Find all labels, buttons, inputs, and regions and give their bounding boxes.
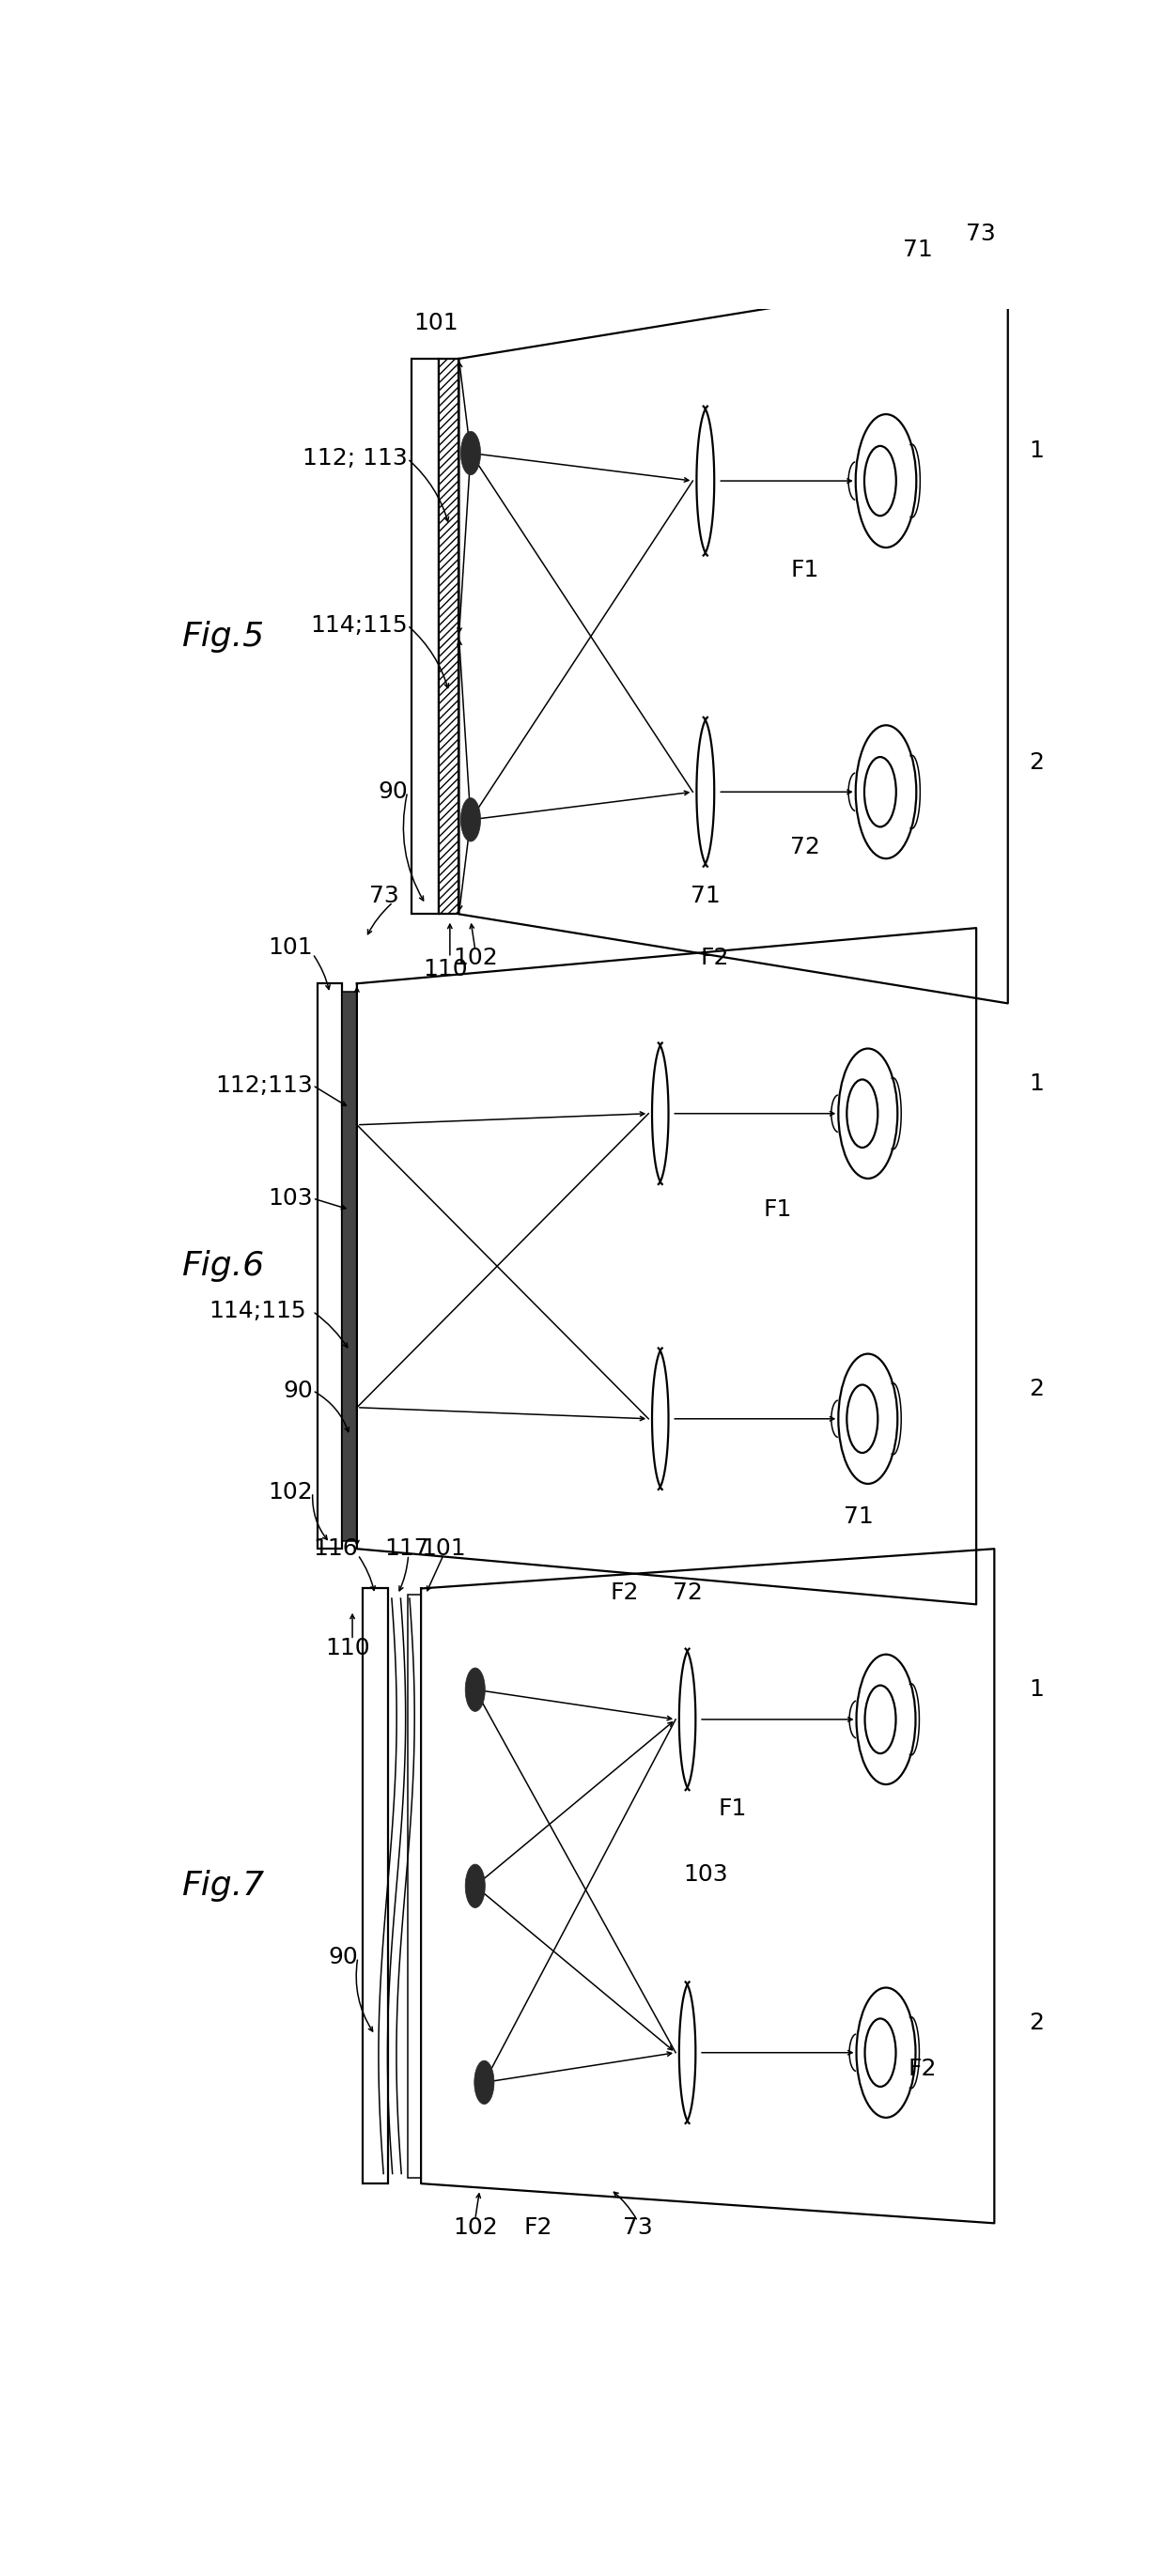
Text: 102: 102 <box>453 2215 497 2239</box>
Text: 1: 1 <box>1029 440 1044 464</box>
Text: F1: F1 <box>791 559 819 582</box>
Text: Fig.6: Fig.6 <box>182 1249 264 1283</box>
Bar <box>408 1595 421 2177</box>
Text: 102: 102 <box>453 945 497 969</box>
Text: 116: 116 <box>313 1538 358 1561</box>
Text: 72: 72 <box>790 837 820 858</box>
Text: F1: F1 <box>719 1798 747 1819</box>
Text: 73: 73 <box>623 2215 652 2239</box>
Text: 110: 110 <box>423 958 468 981</box>
Circle shape <box>465 1667 485 1710</box>
Bar <box>412 358 439 914</box>
Text: F1: F1 <box>763 1198 792 1221</box>
Text: 73: 73 <box>369 886 398 907</box>
Text: 73: 73 <box>966 222 996 245</box>
Text: 90: 90 <box>377 781 408 804</box>
Text: 101: 101 <box>422 1538 466 1561</box>
Text: 117: 117 <box>384 1538 429 1561</box>
Text: 1: 1 <box>1029 1072 1044 1095</box>
Text: 114;115: 114;115 <box>209 1301 306 1321</box>
Bar <box>317 984 343 1548</box>
Text: F2: F2 <box>908 2058 937 2079</box>
Text: 103: 103 <box>268 1188 312 1211</box>
Text: 103: 103 <box>683 1862 728 1886</box>
Text: 71: 71 <box>903 240 932 260</box>
Text: F2: F2 <box>524 2215 552 2239</box>
Bar <box>343 992 356 1540</box>
Text: 2: 2 <box>1029 750 1044 773</box>
Text: 90: 90 <box>329 1945 358 1968</box>
Text: 102: 102 <box>268 1481 312 1504</box>
Text: F2: F2 <box>609 1582 638 1605</box>
Circle shape <box>474 2061 494 2105</box>
Text: 2: 2 <box>1029 2012 1044 2035</box>
Text: 1: 1 <box>1029 1680 1044 1700</box>
Bar <box>362 1589 388 2184</box>
Circle shape <box>465 1865 485 1909</box>
Circle shape <box>460 430 481 474</box>
Text: 101: 101 <box>414 312 458 335</box>
Text: 101: 101 <box>268 938 312 958</box>
Text: 110: 110 <box>325 1636 370 1659</box>
Text: Fig.7: Fig.7 <box>182 1870 264 1901</box>
Circle shape <box>460 799 481 842</box>
Bar <box>439 358 459 914</box>
Text: 114;115: 114;115 <box>310 613 408 636</box>
Text: Fig.5: Fig.5 <box>182 621 264 652</box>
Text: 112; 113: 112; 113 <box>303 448 408 469</box>
Text: 72: 72 <box>672 1582 702 1605</box>
Text: 2: 2 <box>1029 1378 1044 1401</box>
Text: 71: 71 <box>843 1507 874 1528</box>
Text: 71: 71 <box>691 886 720 907</box>
Text: 90: 90 <box>283 1378 312 1401</box>
Text: F2: F2 <box>700 945 729 969</box>
Text: 112;113: 112;113 <box>216 1074 312 1097</box>
